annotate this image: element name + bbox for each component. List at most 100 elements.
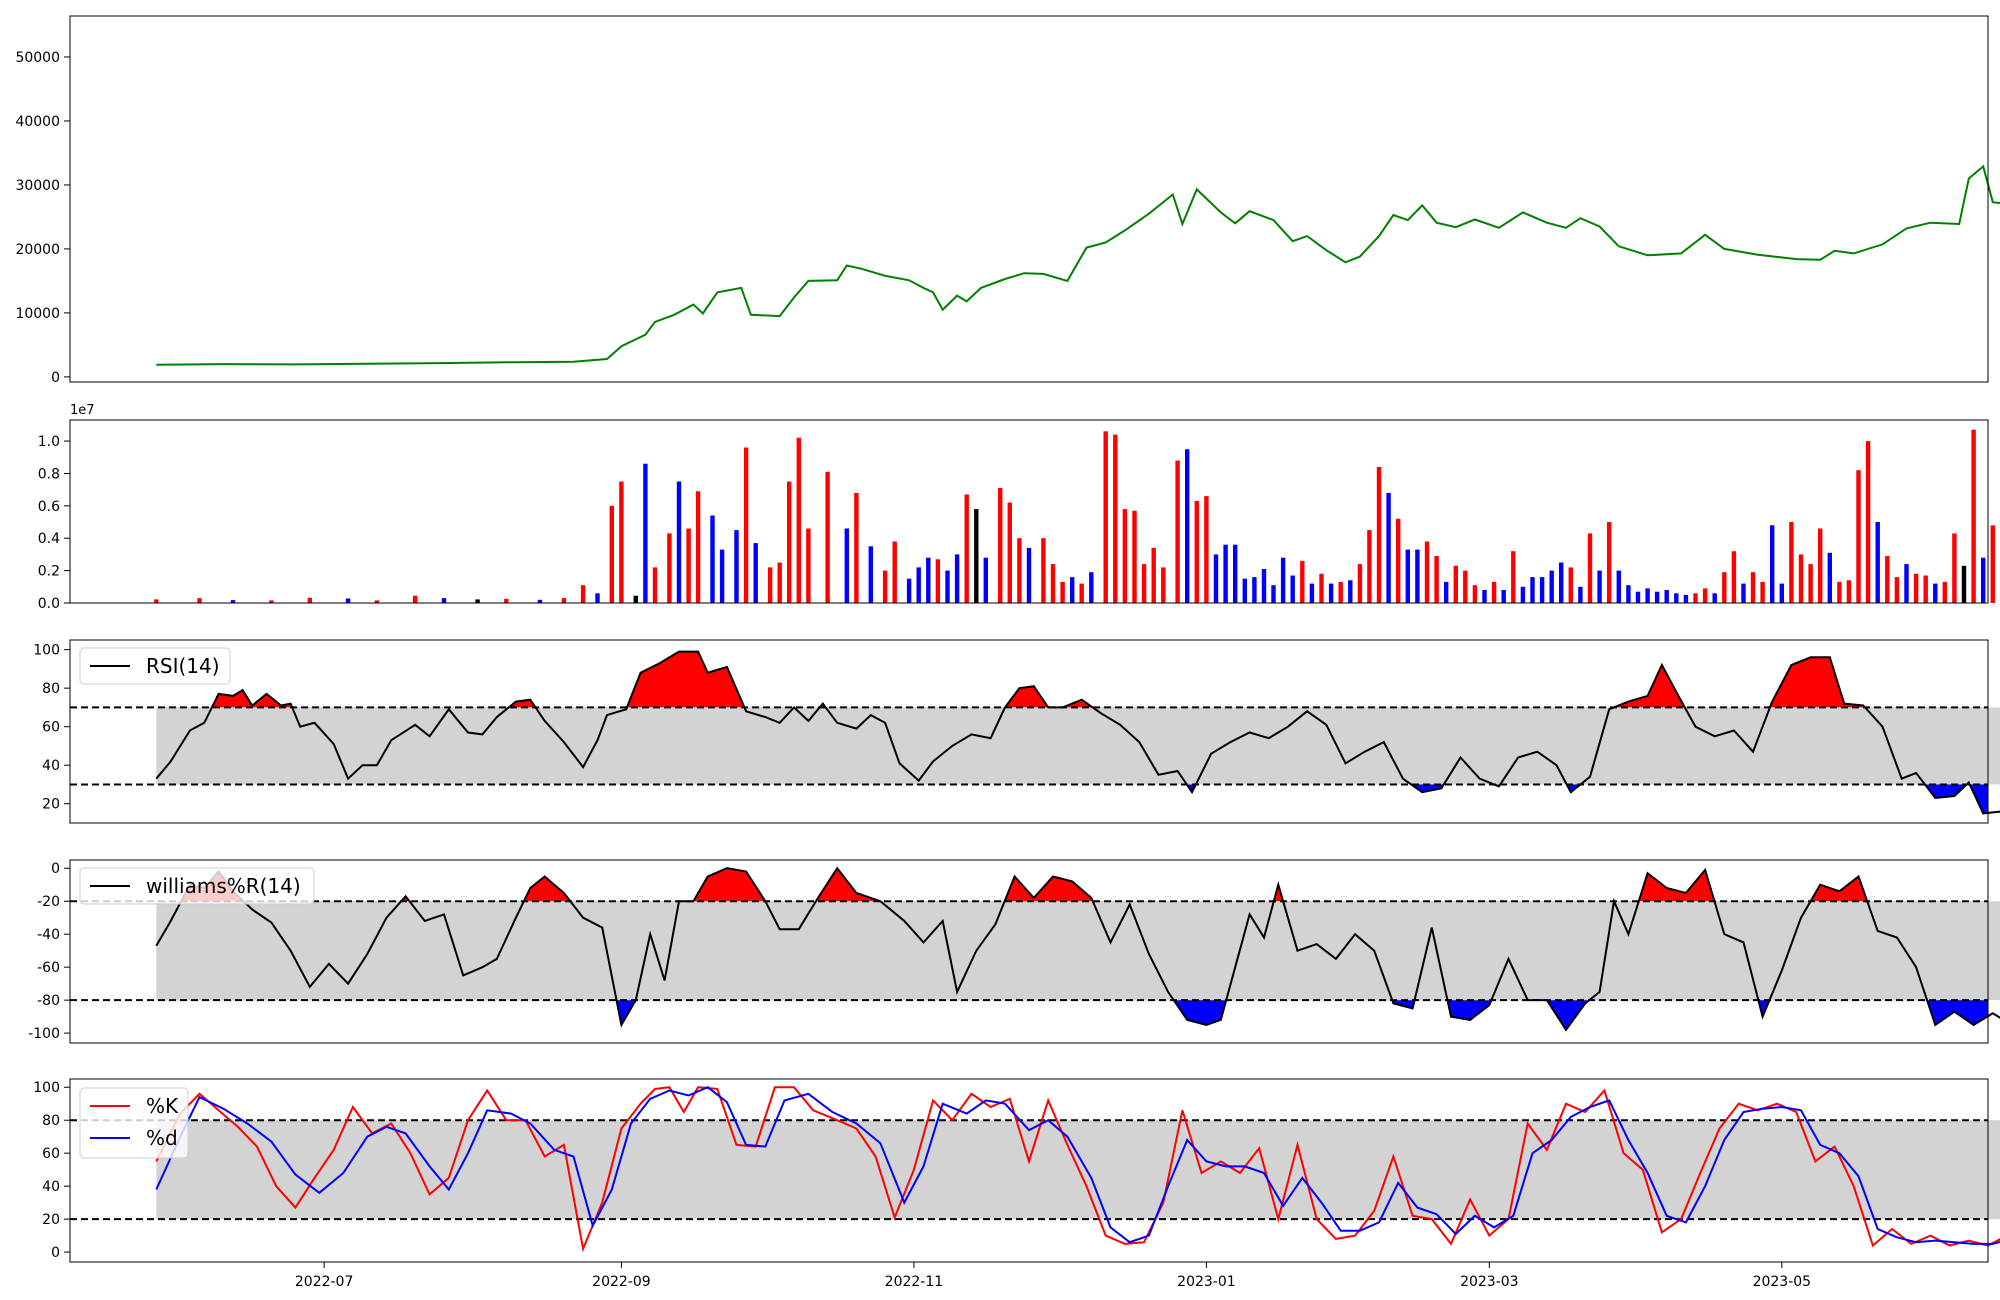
price-plot-area [156,164,2000,366]
volume-bar [1837,581,1842,603]
price-ytick-label: 40000 [15,114,60,130]
stochastic-ytick-label: 20 [42,1212,60,1228]
volume-bar [844,528,849,603]
volume-bar [633,595,638,603]
volume-bar [1770,525,1775,603]
volume-bar [1654,591,1660,603]
volume-bar [777,562,782,603]
volume-bar [1818,528,1823,603]
volume-bar [1616,570,1621,603]
volume-bar [1434,556,1439,603]
volume-bar [1933,583,1938,603]
price-ytick-label: 20000 [15,242,60,258]
volume-bar [1530,577,1535,603]
volume-bar [825,471,830,603]
volume-bar [1971,429,1976,603]
volume-bar [916,567,921,603]
rsi-y-axis: 20 40 60 80 100 [33,643,70,813]
volume-bar [1827,552,1832,603]
volume-bar [652,567,658,603]
volume-bar [734,530,739,603]
volume-bar [743,447,749,603]
rsi-legend-box [79,647,231,685]
volume-bar [998,488,1003,603]
price-ytick-label: 30000 [15,178,60,194]
volume-bar [1875,522,1880,603]
volume-bar [1007,502,1012,603]
volume-bar [1213,554,1219,603]
volume-bar [1472,585,1478,603]
volume-bar [1798,554,1804,603]
volume-bar [983,557,988,603]
williams-panel-frame [69,859,1989,1044]
x-tick-label: 2023-05 [1753,1274,1812,1290]
x-tick-label: 2023-01 [1177,1274,1236,1290]
williams-ytick-label: 0 [51,861,60,877]
rsi-indicator-line [155,650,2000,815]
stochastic-panel-frame [69,1078,1989,1263]
volume-bar [787,481,792,603]
volume-bar [1750,572,1756,603]
volume-bar [1338,581,1343,603]
rsi-ytick-label: 40 [42,758,60,774]
volume-bar [1300,560,1305,603]
volume-bar [1376,467,1382,603]
williams-legend-box [79,867,315,905]
volume-bar [1760,581,1765,603]
volume-bar [1865,441,1871,603]
x-tick-label: 2022-09 [592,1274,651,1290]
volume-bar [269,600,274,603]
williams-ytick-label: -40 [37,927,60,943]
volume-bar [197,598,202,603]
volume-offset-label: 1e7 [70,403,95,418]
volume-bar [1587,533,1593,603]
volume-bar [882,570,888,603]
volume-bar [1702,588,1708,603]
volume-bar [1280,557,1286,603]
rsi-ytick-label: 80 [42,681,60,697]
volume-bar [1789,522,1794,603]
x-tick-label: 2023-03 [1460,1274,1519,1290]
volume-bar [1549,570,1554,603]
volume-bar [1846,580,1852,603]
volume-bar [1113,434,1118,603]
volume-bar [1444,581,1449,603]
volume-bar [1242,578,1247,603]
volume-bar [806,528,811,603]
volume-bar [1060,581,1065,603]
volume-panel-frame [69,419,1989,604]
stochastic-k-line [155,1086,2000,1253]
volume-plot-area [154,429,1995,603]
volume-bar [1635,591,1641,603]
williams-plot-area [70,866,2000,1032]
volume-bar [1405,549,1410,603]
williams-ytick-label: -80 [37,993,60,1009]
volume-bar [1386,492,1391,603]
x-tick-label: 2022-07 [295,1274,354,1290]
volume-bar [1664,590,1669,603]
price-panel-frame [69,15,1989,383]
price-panel: 0 10000 20000 30000 40000 50000 [15,15,2000,386]
volume-bar [1424,541,1430,603]
volume-bar [935,559,941,603]
volume-bar [964,494,969,603]
volume-bar [1712,593,1717,603]
volume-bar [1856,470,1861,603]
volume-bar [580,585,586,603]
volume-bar [1808,564,1813,603]
volume-bar [1185,449,1190,603]
volume-bar [1319,573,1324,603]
volume-bar [1252,577,1257,603]
volume-bar [1904,564,1909,603]
volume-bar [413,595,418,603]
volume-bar [945,570,950,603]
volume-bar [868,546,873,603]
volume-bar [1070,577,1075,603]
williams-ytick-label: -60 [37,960,60,976]
volume-bar [561,598,567,603]
volume-bar [695,491,701,603]
stochastic-d-line [155,1086,2000,1245]
volume-bar [1952,533,1957,603]
price-ytick-label: 0 [51,370,60,386]
